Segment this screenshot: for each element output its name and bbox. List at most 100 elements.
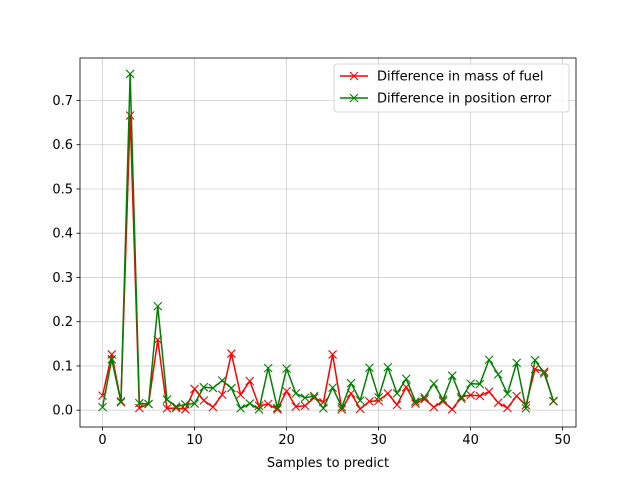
data-point-marker [282,364,291,373]
data-point-marker [466,390,476,400]
y-tick-label: 0.4 [52,227,73,242]
data-point-marker [300,393,310,403]
data-point-marker [291,402,301,412]
data-point-marker [199,396,209,405]
y-tick-label: 0.7 [52,94,73,109]
data-point-marker [549,396,558,406]
data-point-marker [475,379,485,389]
data-point-marker [484,355,494,365]
data-point-marker [190,384,199,394]
data-point-marker [493,398,503,408]
y-tick-label: 0.5 [52,182,73,197]
series-position-error [98,69,558,414]
data-point-marker [530,355,540,365]
data-point-marker [116,397,126,407]
data-point-marker [365,363,374,373]
data-point-marker [263,399,273,409]
data-point-marker [226,349,236,358]
data-point-marker [420,394,430,404]
data-point-marker [503,389,512,399]
data-point-marker [199,382,209,392]
data-point-marker [272,403,282,413]
data-point-marker [217,390,227,400]
data-point-marker [457,394,466,404]
data-point-marker [346,378,356,388]
data-point-marker [319,404,328,413]
data-point-marker [484,387,494,396]
data-point-marker [337,402,347,412]
data-point-marker [125,69,135,79]
data-point-marker [153,301,163,311]
data-point-marker [374,396,384,406]
data-point-marker [355,396,365,405]
data-point-marker [475,391,485,401]
legend-box [333,63,570,113]
data-point-marker [263,363,273,373]
legend-label: Difference in position error [377,92,552,107]
x-tick-label: 0 [98,433,106,448]
data-point-marker [162,404,172,413]
data-point-marker [438,395,448,404]
data-point-marker [236,404,245,413]
data-point-marker [411,396,420,406]
x-tick-label: 50 [554,433,571,448]
x-tick-label: 20 [278,433,295,448]
data-point-marker [429,379,439,389]
y-tick-label: 0.6 [52,138,73,153]
data-point-marker [245,399,255,408]
data-point-marker [493,369,503,379]
data-point-marker [134,398,144,408]
data-point-marker [125,111,135,120]
data-point-marker [337,404,347,414]
data-point-marker [272,404,282,414]
data-point-marker [383,362,393,372]
data-point-marker [162,395,172,404]
axis-ticks: 0 10 20 30 40 50 0.0 0.1 0.2 0.3 0.4 0.5 0.6 0.7 [52,94,571,448]
data-point-marker [98,402,107,412]
data-point-marker [208,383,218,393]
data-point-marker [392,400,402,410]
data-point-marker [180,400,190,409]
grid [80,58,576,427]
legend-label: Difference in mass of fuel [377,70,544,85]
data-point-marker [300,401,310,411]
data-point-marker [401,374,411,384]
data-point-marker [217,376,227,385]
data-point-marker [107,354,117,364]
x-tick-label: 10 [186,433,203,448]
data-point-marker [245,376,255,386]
data-point-marker [466,379,476,389]
data-point-marker [309,391,319,401]
data-point-marker [429,402,439,412]
data-point-marker [254,404,264,414]
x-axis-label: Samples to predict [267,456,389,471]
data-point-marker [355,404,365,414]
y-tick-label: 0.0 [52,404,73,419]
x-tick-label: 30 [370,433,387,448]
data-point-marker [420,392,430,402]
data-point-marker [236,390,245,400]
y-tick-label: 0.3 [52,271,73,286]
data-point-marker [447,371,457,381]
y-tick-label: 0.1 [52,359,73,374]
data-point-marker [503,403,512,413]
data-point-marker [512,391,522,401]
series-line [101,73,555,411]
data-point-marker [365,396,374,406]
data-point-marker [521,404,531,413]
legend-swatch-marker [349,93,359,103]
data-point-marker [190,399,199,408]
data-point-marker [383,388,393,398]
data-point-marker [144,399,153,409]
plot-frame [79,57,577,428]
data-point-marker [328,350,337,359]
data-point-marker [447,404,457,414]
data-point-marker [291,388,301,398]
data-point-marker [539,369,549,378]
data-point-marker [328,383,337,393]
x-tick-label: 40 [462,433,479,448]
data-point-marker [374,392,384,402]
data-point-marker [226,383,236,393]
y-tick-label: 0.2 [52,315,73,330]
